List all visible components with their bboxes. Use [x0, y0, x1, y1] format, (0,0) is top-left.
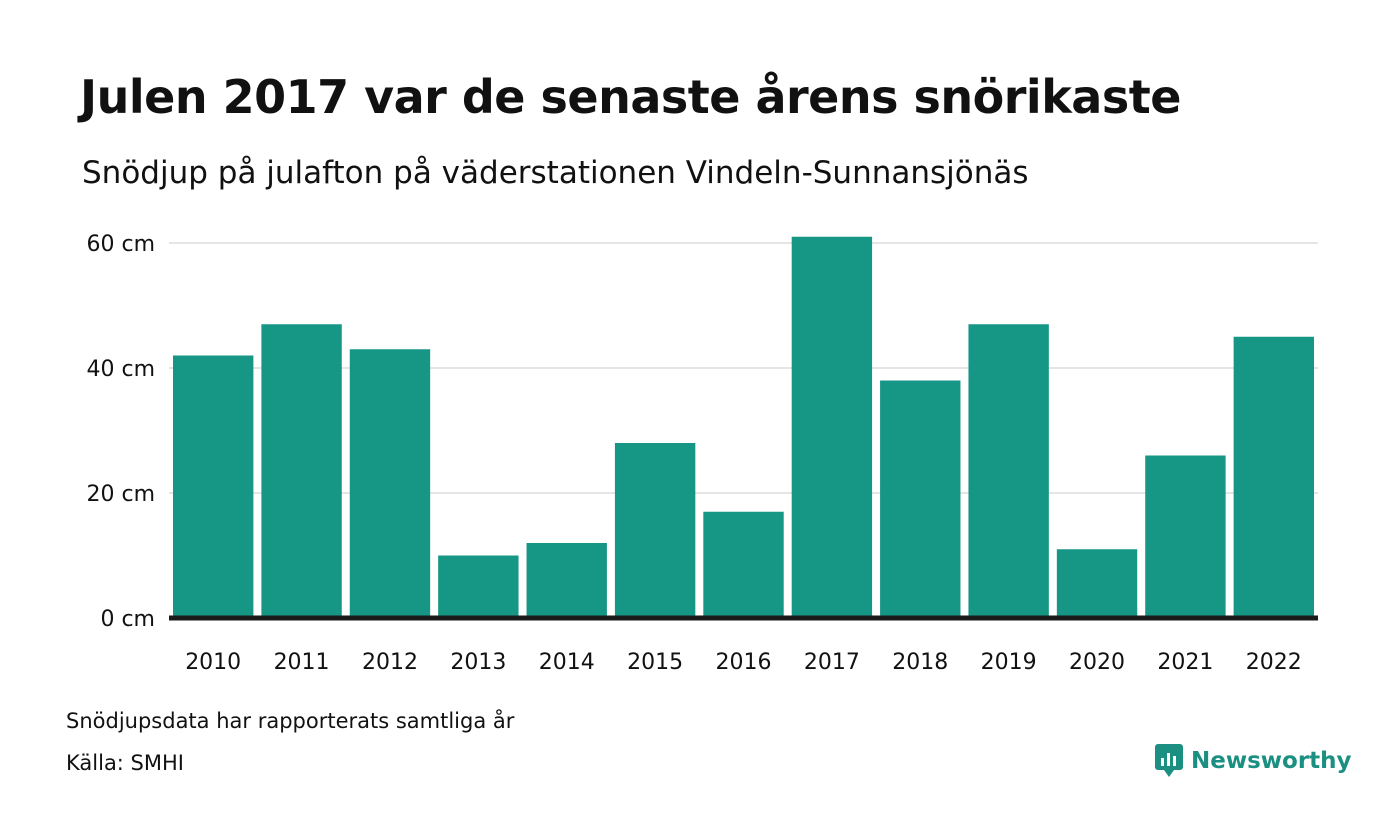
- x-tick-label: 2021: [1157, 650, 1213, 675]
- x-tick-label: 2017: [804, 650, 860, 675]
- x-tick-label: 2019: [981, 650, 1037, 675]
- bar: [1233, 336, 1314, 618]
- brand-logo: Newsworthy: [1155, 744, 1352, 778]
- bars: [173, 236, 1314, 618]
- x-tick-label: 2016: [716, 650, 772, 675]
- x-tick-label: 2020: [1069, 650, 1125, 675]
- y-tick-label: 40 cm: [86, 357, 155, 382]
- x-tick-label: 2010: [185, 650, 241, 675]
- bar-chart: 0 cm 20 cm 40 cm 60 cm 2010 2011 2012 2013 2014 2…: [86, 232, 1318, 675]
- bar: [791, 236, 873, 618]
- x-tick-label: 2015: [627, 650, 683, 675]
- x-tick-label: 2013: [450, 650, 506, 675]
- bar: [1145, 455, 1226, 618]
- x-tick-label: 2022: [1246, 650, 1302, 675]
- source-note: Källa: SMHI: [66, 751, 184, 775]
- x-tick-label: 2011: [274, 650, 330, 675]
- x-tick-label: 2018: [892, 650, 948, 675]
- brand-name: Newsworthy: [1191, 748, 1352, 774]
- reporting-note: Snödjupsdata har rapporterats samtliga å…: [66, 709, 515, 733]
- bar: [438, 555, 519, 618]
- bar: [880, 380, 961, 618]
- bar: [968, 324, 1049, 618]
- chart-title: Julen 2017 var de senaste årens snörikas…: [80, 70, 1181, 124]
- x-tick-label: 2014: [539, 650, 595, 675]
- bar: [349, 349, 431, 618]
- newsworthy-logo-icon: [1155, 744, 1183, 777]
- bar: [261, 324, 342, 618]
- bar: [526, 543, 607, 618]
- y-tick-label: 60 cm: [86, 232, 155, 257]
- axes: 0 cm 20 cm 40 cm 60 cm 2010 2011 2012 2013 2014 2…: [86, 232, 1318, 675]
- x-tick-label: 2012: [362, 650, 418, 675]
- y-tick-label: 0 cm: [100, 607, 155, 632]
- bar: [614, 443, 696, 618]
- chart-subtitle: Snödjup på julafton på väderstationen Vi…: [82, 155, 1029, 191]
- bar: [173, 355, 254, 618]
- bar: [1056, 549, 1138, 618]
- bar: [703, 511, 784, 618]
- y-tick-label: 20 cm: [86, 482, 155, 507]
